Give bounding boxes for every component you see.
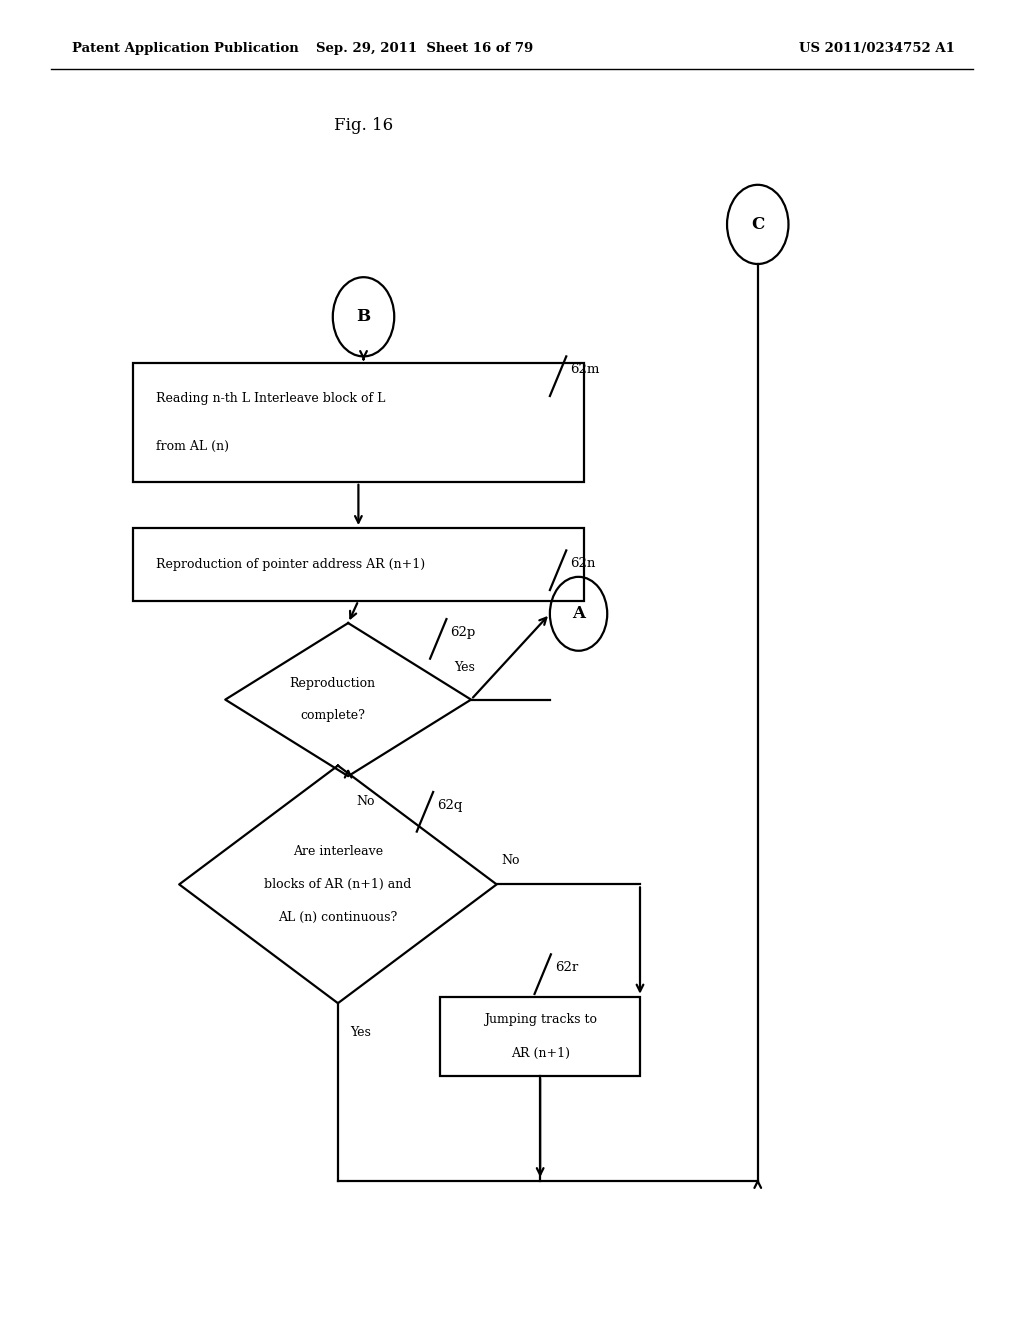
Text: A: A	[572, 606, 585, 622]
Text: 62m: 62m	[570, 363, 600, 376]
Text: from AL (n): from AL (n)	[156, 440, 228, 453]
Text: AL (n) continuous?: AL (n) continuous?	[279, 911, 397, 924]
Text: Fig. 16: Fig. 16	[334, 117, 393, 133]
Text: 62n: 62n	[570, 557, 596, 570]
Text: 62r: 62r	[555, 961, 579, 974]
Bar	[440, 997, 640, 1076]
Text: complete?: complete?	[300, 709, 366, 722]
Text: C: C	[752, 216, 764, 232]
Text: AR (n+1): AR (n+1)	[511, 1047, 569, 1060]
Text: 62q: 62q	[437, 799, 463, 812]
Text: Reading n-th L Interleave block of L: Reading n-th L Interleave block of L	[156, 392, 385, 405]
Text: Jumping tracks to: Jumping tracks to	[483, 1012, 597, 1026]
Bar	[133, 528, 584, 601]
Text: US 2011/0234752 A1: US 2011/0234752 A1	[799, 42, 954, 55]
Text: No: No	[502, 854, 520, 867]
Bar	[133, 363, 584, 482]
Text: 62p: 62p	[451, 626, 476, 639]
Text: Reproduction: Reproduction	[290, 677, 376, 690]
Text: B: B	[356, 309, 371, 325]
Text: No: No	[356, 795, 375, 808]
Text: blocks of AR (n+1) and: blocks of AR (n+1) and	[264, 878, 412, 891]
Text: Sep. 29, 2011  Sheet 16 of 79: Sep. 29, 2011 Sheet 16 of 79	[316, 42, 534, 55]
Text: Are interleave: Are interleave	[293, 845, 383, 858]
Text: Yes: Yes	[455, 661, 475, 675]
Text: Yes: Yes	[350, 1026, 371, 1039]
Text: Patent Application Publication: Patent Application Publication	[72, 42, 298, 55]
Text: Reproduction of pointer address AR (n+1): Reproduction of pointer address AR (n+1)	[156, 558, 425, 570]
